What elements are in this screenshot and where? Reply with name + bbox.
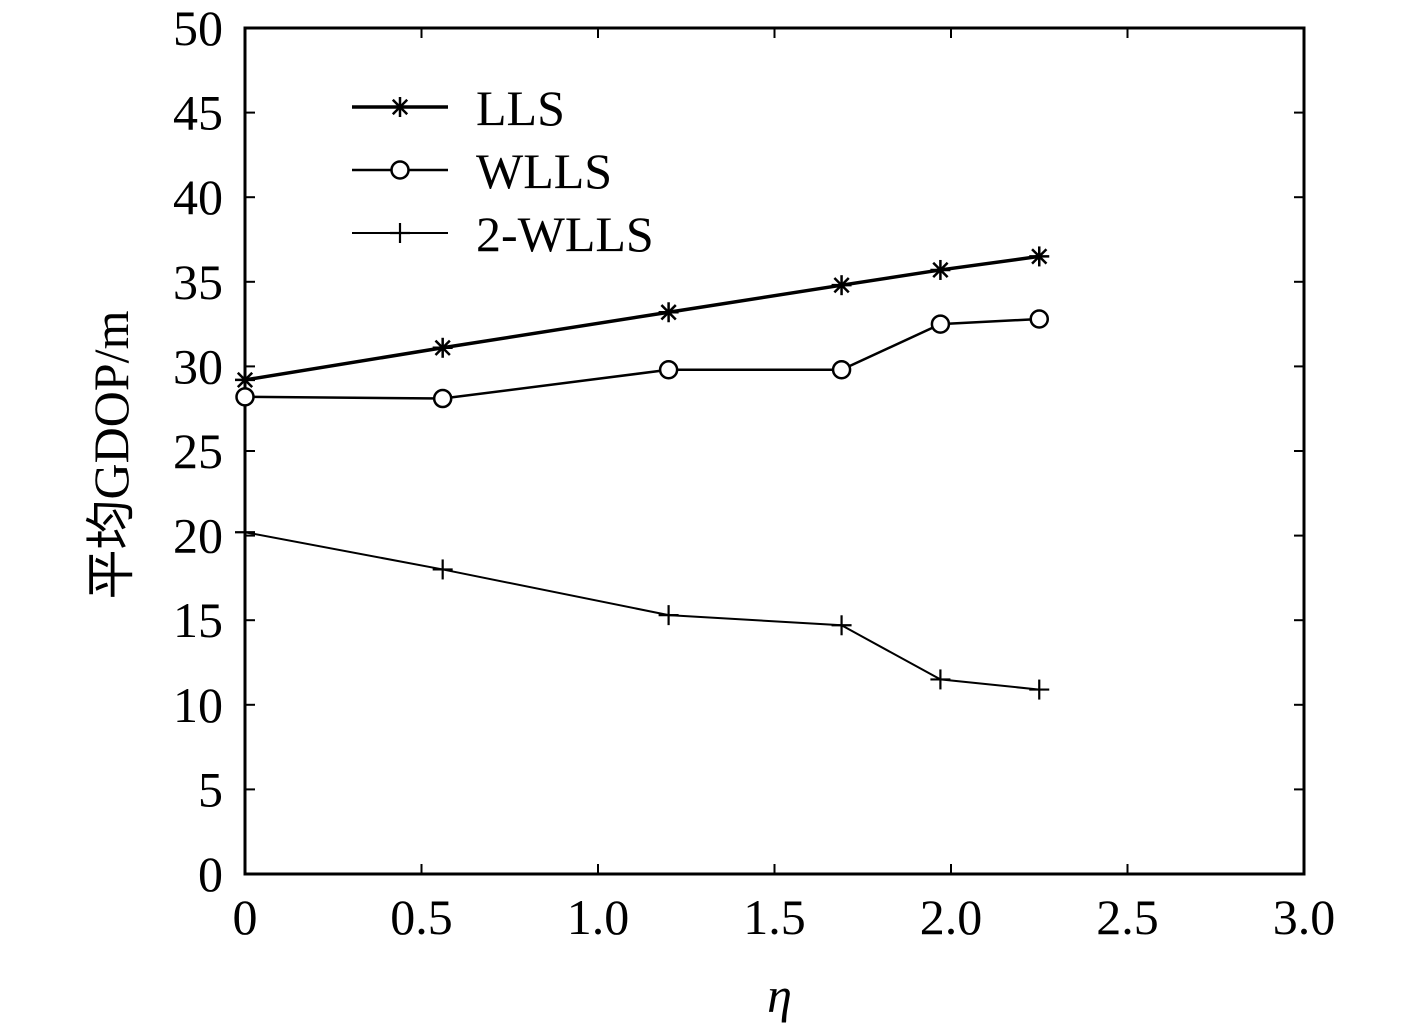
data-point xyxy=(930,669,951,690)
y-tick-label: 30 xyxy=(173,338,223,394)
marker-asterisk-d2 xyxy=(660,304,677,321)
marker-asterisk-d2 xyxy=(1031,248,1048,265)
marker-circle xyxy=(235,387,255,407)
y-tick-label: 15 xyxy=(173,592,223,648)
y-tick-label: 40 xyxy=(173,169,223,225)
legend-label: WLLS xyxy=(476,143,612,199)
data-point xyxy=(235,522,255,543)
x-axis-label: η xyxy=(767,967,792,1023)
x-tick-label: 2.0 xyxy=(920,889,983,945)
marker-circle xyxy=(658,360,679,380)
series-lls xyxy=(235,246,1050,390)
marker-asterisk-d2 xyxy=(932,261,949,279)
legend-item: WLLS xyxy=(352,143,612,199)
y-tick-label: 25 xyxy=(173,423,223,479)
legend: LLS WLLS 2-WLLS xyxy=(352,80,654,262)
x-tick-label: 0.5 xyxy=(390,889,453,945)
data-point xyxy=(930,259,951,280)
data-point xyxy=(432,559,453,580)
data-point xyxy=(930,314,951,334)
x-tick-label: 3.0 xyxy=(1273,889,1336,945)
legend-label: 2-WLLS xyxy=(476,206,654,262)
marker-circle xyxy=(1029,309,1049,329)
series-wlls xyxy=(235,309,1049,409)
y-tick-label: 0 xyxy=(198,846,223,902)
marker-circle xyxy=(390,160,410,180)
series-line xyxy=(244,317,1040,400)
series-line xyxy=(244,254,1040,382)
data-point xyxy=(1029,679,1050,700)
x-tick-label: 2.5 xyxy=(1096,889,1159,945)
data-point xyxy=(831,275,852,296)
data-point xyxy=(658,302,679,323)
plot-frame xyxy=(243,26,1306,876)
data-point xyxy=(432,337,453,358)
data-point xyxy=(658,360,679,380)
marker-asterisk-d2 xyxy=(391,98,409,116)
legend-label: LLS xyxy=(476,80,565,136)
data-point xyxy=(831,360,852,380)
data-point xyxy=(1029,309,1049,329)
y-tick-label: 50 xyxy=(173,0,223,56)
marker-asterisk-d2 xyxy=(236,371,254,389)
data-point xyxy=(432,388,453,409)
series-2-wlls xyxy=(235,522,1050,700)
series-group xyxy=(235,246,1050,700)
legend-item: LLS xyxy=(352,80,565,136)
legend-item: 2-WLLS xyxy=(352,206,654,262)
data-point xyxy=(1029,246,1050,267)
y-axis-label: 平均GDOP/m xyxy=(83,310,139,599)
marker-circle xyxy=(930,314,951,334)
y-tick-label: 20 xyxy=(173,508,223,564)
ticks-group: 0 0.5 1.0 1.5 2.0 2.5 3.0 0 5 10 15 20 25 30 35 40 45 50 xyxy=(173,0,1335,945)
plot-frame-group xyxy=(243,26,1306,876)
legend-marker xyxy=(390,97,410,117)
data-point xyxy=(658,605,679,626)
data-point xyxy=(235,369,255,390)
marker-asterisk-d2 xyxy=(833,277,850,294)
legend-marker xyxy=(390,160,410,180)
x-tick-label: 1.5 xyxy=(743,889,806,945)
y-tick-label: 35 xyxy=(173,254,223,310)
legend-marker xyxy=(390,223,410,243)
y-tick-label: 5 xyxy=(198,761,223,817)
data-point xyxy=(831,615,852,636)
x-tick-label: 0 xyxy=(233,889,258,945)
y-tick-label: 10 xyxy=(173,677,223,733)
marker-circle xyxy=(831,360,852,380)
data-point xyxy=(235,387,255,407)
x-tick-label: 1.0 xyxy=(567,889,630,945)
y-tick-label: 45 xyxy=(173,85,223,141)
series-line xyxy=(244,531,1040,691)
marker-circle xyxy=(432,388,453,409)
marker-asterisk-d2 xyxy=(434,339,451,356)
